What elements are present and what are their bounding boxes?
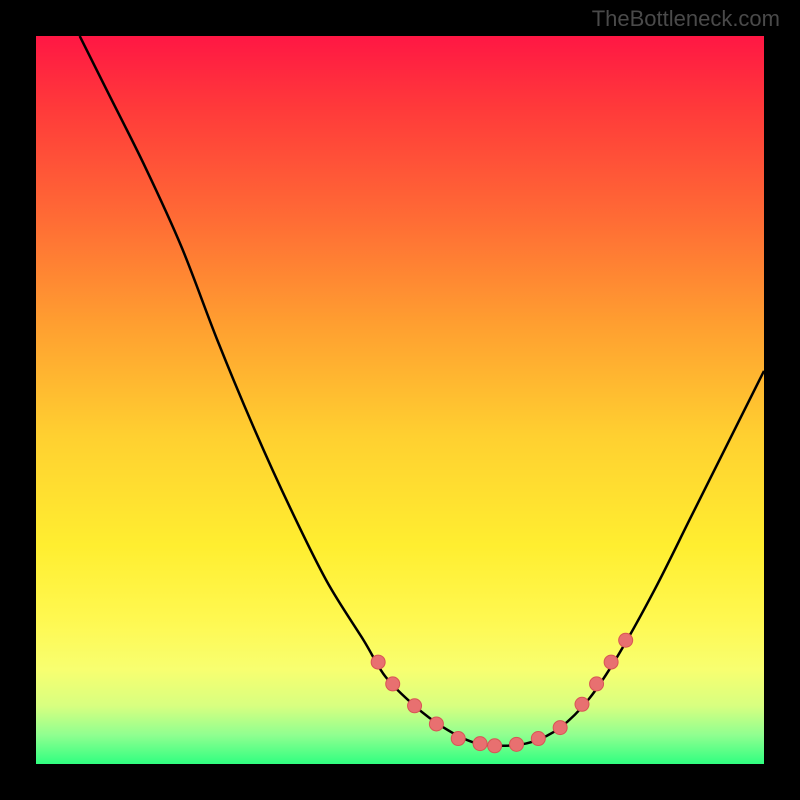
data-marker — [619, 633, 633, 647]
data-marker — [371, 655, 385, 669]
data-marker — [509, 737, 523, 751]
chart-background — [36, 36, 764, 764]
data-marker — [429, 717, 443, 731]
data-marker — [575, 697, 589, 711]
data-marker — [553, 721, 567, 735]
data-marker — [531, 732, 545, 746]
data-marker — [408, 699, 422, 713]
data-marker — [473, 737, 487, 751]
watermark-text: TheBottleneck.com — [592, 6, 780, 32]
data-marker — [488, 739, 502, 753]
chart-svg — [36, 36, 764, 764]
data-marker — [386, 677, 400, 691]
data-marker — [451, 732, 465, 746]
chart-area — [36, 36, 764, 764]
data-marker — [590, 677, 604, 691]
data-marker — [604, 655, 618, 669]
